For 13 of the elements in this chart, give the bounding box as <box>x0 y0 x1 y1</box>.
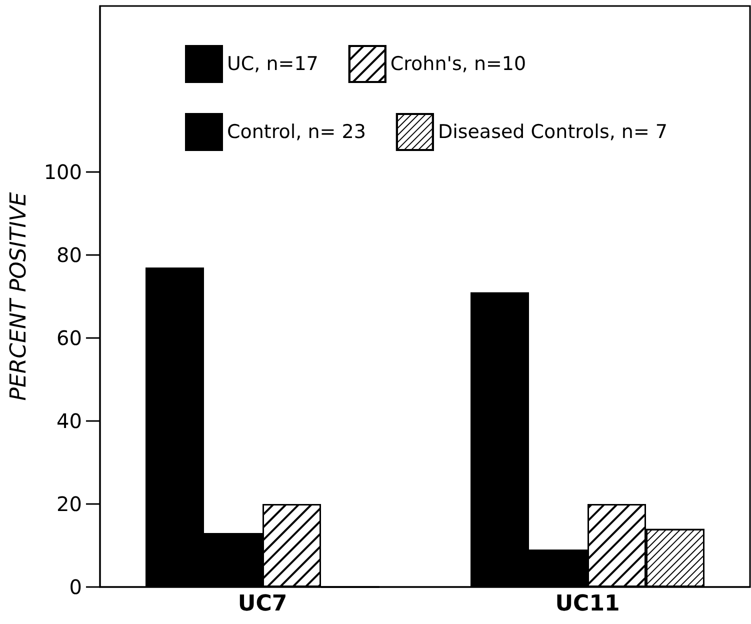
x-tick-label: UC7 <box>238 592 288 616</box>
y-tick-label: 80 <box>56 243 82 267</box>
y-tick-label: 100 <box>44 160 82 184</box>
y-axis-title: PERCENT POSITIVE <box>6 192 32 401</box>
legend-label: Diseased Controls, n= 7 <box>438 121 668 143</box>
y-tick-label: 20 <box>56 492 82 516</box>
y-tick-label: 0 <box>69 575 82 599</box>
x-tick-label: UC11 <box>555 592 620 616</box>
legend-label: Crohn's, n=10 <box>390 53 526 75</box>
legend-label: Control, n= 23 <box>227 121 366 143</box>
y-tick-label: 60 <box>56 326 82 350</box>
y-tick-label: 40 <box>56 409 82 433</box>
legend-label: UC, n=17 <box>227 53 318 75</box>
